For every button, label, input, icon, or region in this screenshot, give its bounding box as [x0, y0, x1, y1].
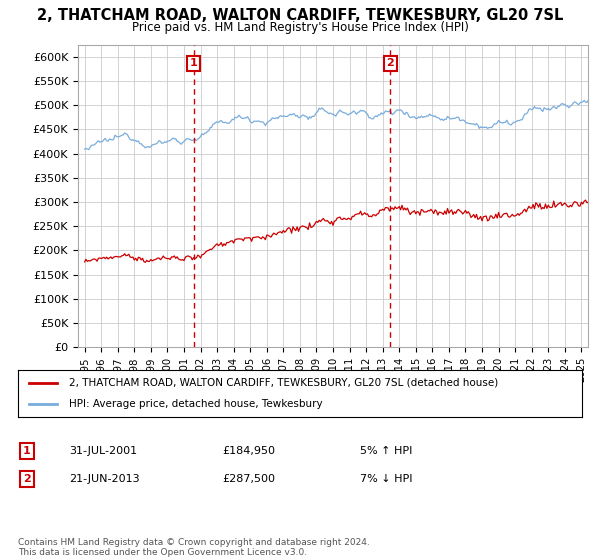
Text: 2: 2: [386, 58, 394, 68]
Text: Price paid vs. HM Land Registry's House Price Index (HPI): Price paid vs. HM Land Registry's House …: [131, 21, 469, 34]
Text: £184,950: £184,950: [222, 446, 275, 456]
Text: 21-JUN-2013: 21-JUN-2013: [69, 474, 140, 484]
Text: 5% ↑ HPI: 5% ↑ HPI: [360, 446, 412, 456]
Text: 2, THATCHAM ROAD, WALTON CARDIFF, TEWKESBURY, GL20 7SL: 2, THATCHAM ROAD, WALTON CARDIFF, TEWKES…: [37, 8, 563, 24]
Text: 7% ↓ HPI: 7% ↓ HPI: [360, 474, 413, 484]
Text: Contains HM Land Registry data © Crown copyright and database right 2024.
This d: Contains HM Land Registry data © Crown c…: [18, 538, 370, 557]
Text: 31-JUL-2001: 31-JUL-2001: [69, 446, 137, 456]
Text: 2, THATCHAM ROAD, WALTON CARDIFF, TEWKESBURY, GL20 7SL (detached house): 2, THATCHAM ROAD, WALTON CARDIFF, TEWKES…: [69, 378, 498, 388]
Text: 2: 2: [23, 474, 31, 484]
Text: HPI: Average price, detached house, Tewkesbury: HPI: Average price, detached house, Tewk…: [69, 399, 322, 409]
Text: 1: 1: [190, 58, 197, 68]
Text: 1: 1: [23, 446, 31, 456]
Text: £287,500: £287,500: [222, 474, 275, 484]
